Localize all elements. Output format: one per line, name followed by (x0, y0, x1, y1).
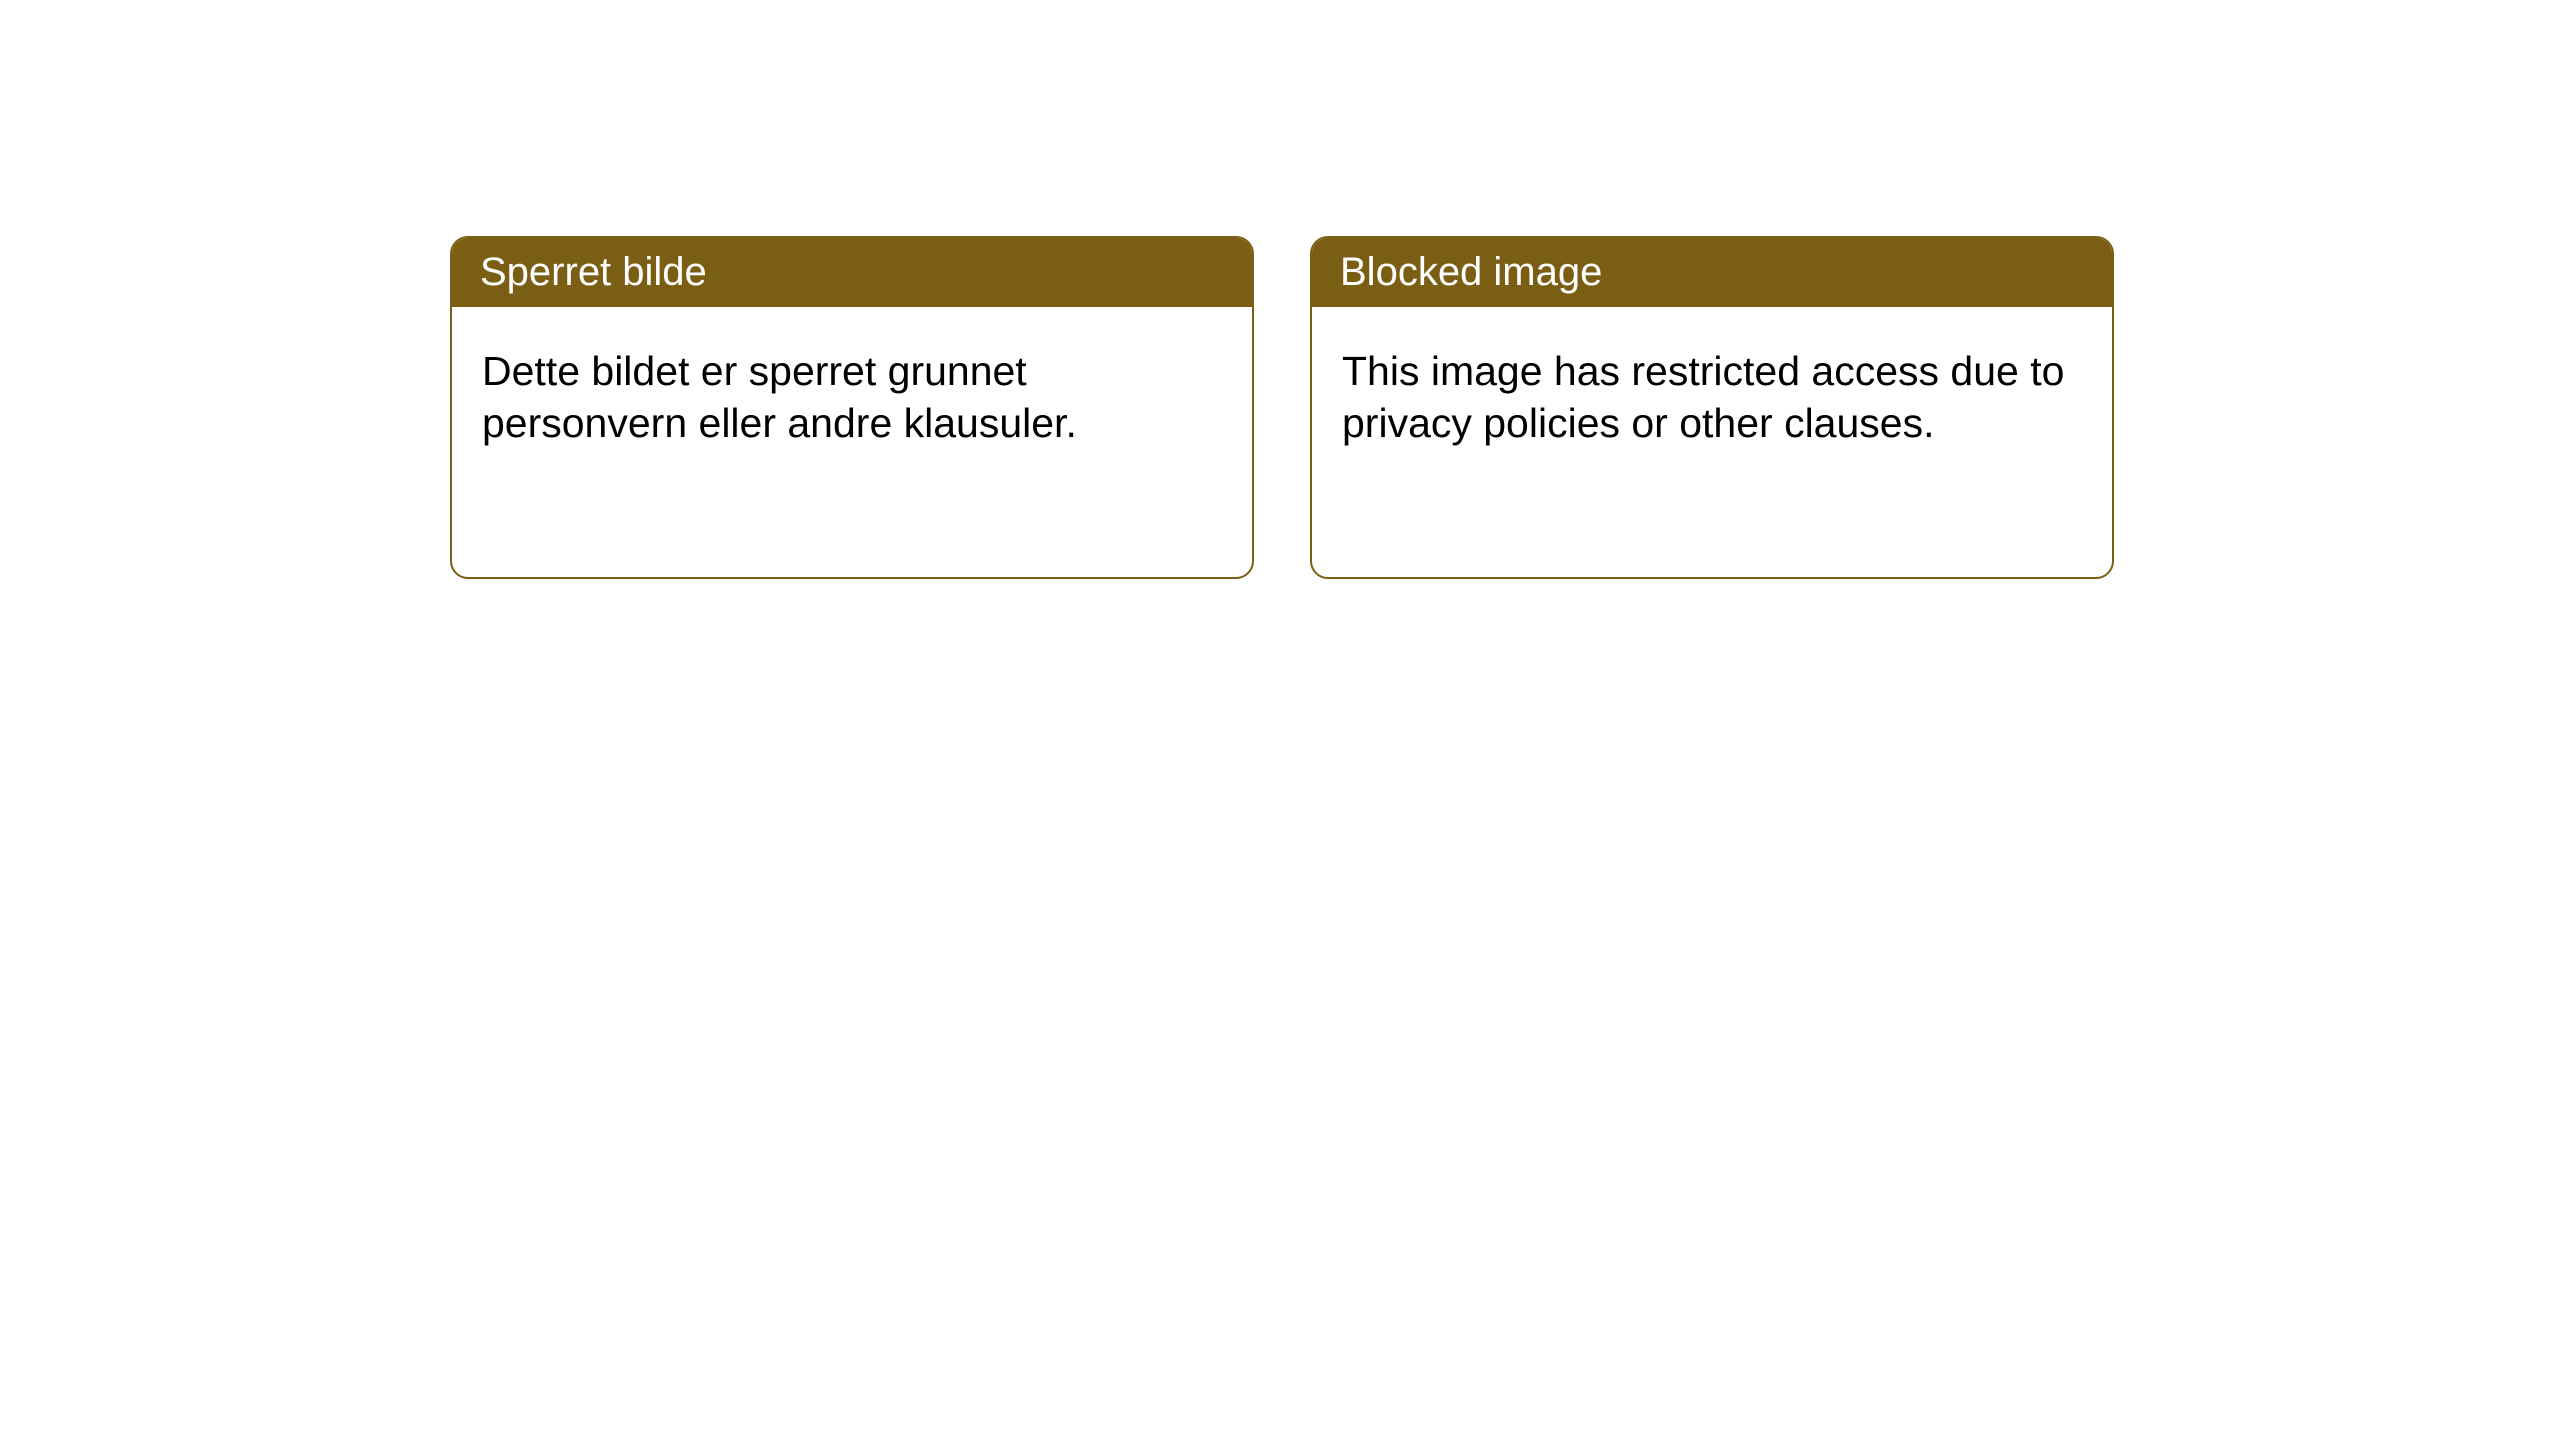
notice-header: Blocked image (1312, 238, 2112, 307)
notice-header: Sperret bilde (452, 238, 1252, 307)
notice-container: Sperret bilde Dette bildet er sperret gr… (450, 236, 2114, 579)
notice-body-text: This image has restricted access due to … (1342, 348, 2064, 446)
notice-title: Blocked image (1340, 250, 1602, 294)
notice-card-norwegian: Sperret bilde Dette bildet er sperret gr… (450, 236, 1254, 579)
notice-title: Sperret bilde (480, 250, 707, 294)
notice-body-text: Dette bildet er sperret grunnet personve… (482, 348, 1077, 446)
notice-card-english: Blocked image This image has restricted … (1310, 236, 2114, 579)
notice-body: Dette bildet er sperret grunnet personve… (452, 307, 1252, 577)
notice-body: This image has restricted access due to … (1312, 307, 2112, 577)
